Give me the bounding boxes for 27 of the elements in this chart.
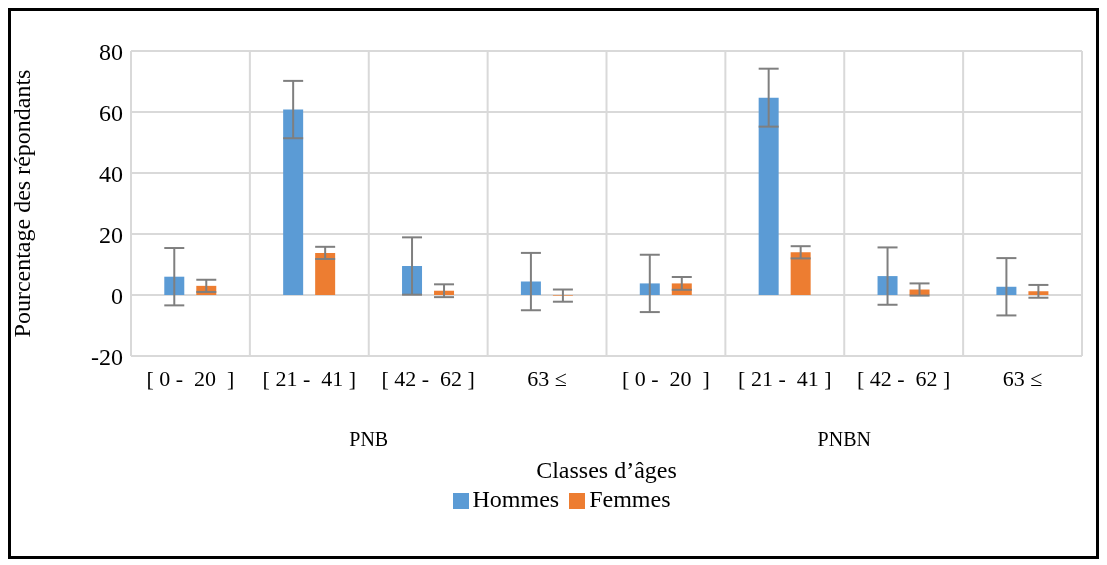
y-tick-label: 0 bbox=[111, 282, 123, 309]
x-tick-label: [ 42 - 62 ] bbox=[855, 366, 952, 392]
y-axis-title: Pourcentage des répondants bbox=[8, 69, 35, 338]
x-tick-label: 63 ≤ bbox=[1001, 366, 1044, 392]
y-tick-label: 60 bbox=[99, 99, 123, 126]
y-tick-label: 20 bbox=[99, 221, 123, 248]
x-tick-label: [ 21 - 41 ] bbox=[737, 366, 833, 392]
x-tick-label: [ 0 - 20 ] bbox=[145, 366, 236, 392]
y-tick-label: -20 bbox=[91, 343, 123, 370]
text: PNB bbox=[349, 428, 389, 450]
legend-label: Hommes bbox=[472, 486, 560, 512]
bar bbox=[877, 276, 898, 295]
y-tick-label: 80 bbox=[99, 38, 123, 65]
bar bbox=[758, 97, 779, 295]
legend-label: Femmes bbox=[589, 486, 671, 512]
bar bbox=[1028, 291, 1049, 295]
x-axis-title: Classes d’âges bbox=[536, 457, 677, 483]
bar bbox=[790, 252, 811, 295]
bar bbox=[283, 109, 304, 295]
y-tick-label: 40 bbox=[99, 160, 123, 187]
bar bbox=[315, 252, 336, 295]
x-tick-label: [ 0 - 20 ] bbox=[620, 366, 711, 392]
text: PNBN bbox=[817, 428, 871, 450]
x-tick-label: 63 ≤ bbox=[526, 366, 568, 392]
bar bbox=[639, 283, 660, 295]
x-tick-label: [ 42 - 62 ] bbox=[380, 366, 476, 392]
x-tick-label: [ 21 - 41 ] bbox=[261, 366, 358, 392]
